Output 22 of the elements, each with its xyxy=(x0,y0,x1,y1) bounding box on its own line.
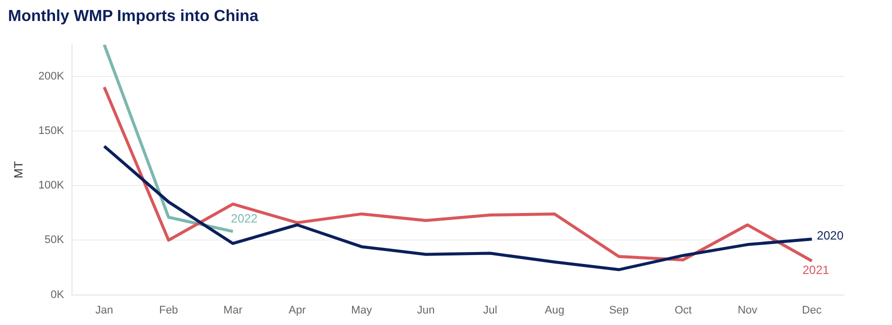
x-tick-label: Feb xyxy=(159,304,178,316)
series-label: 2022 xyxy=(230,212,258,226)
y-tick-label: 200K xyxy=(38,70,65,82)
series-label: 2020 xyxy=(816,228,844,242)
x-tick-label: Jan xyxy=(95,304,114,316)
x-tick-label: Apr xyxy=(288,304,306,316)
x-tick-label: Nov xyxy=(738,304,758,316)
y-tick-label: 100K xyxy=(38,180,65,192)
y-tick-label: 50K xyxy=(44,234,65,246)
y-tick-label: 150K xyxy=(38,124,65,137)
x-tick-label: Oct xyxy=(674,304,692,316)
series-label: 2021 xyxy=(802,263,830,278)
chart-title: Monthly WMP Imports into China xyxy=(8,8,260,26)
x-tick-label: Aug xyxy=(544,304,564,316)
x-tick-label: Mar xyxy=(223,304,243,316)
y-axis-title: MT xyxy=(12,160,26,178)
x-tick-label: May xyxy=(351,304,372,316)
x-tick-label: Sep xyxy=(609,304,629,316)
y-tick-label: 0K xyxy=(50,288,65,301)
x-tick-label: Jun xyxy=(417,304,435,316)
x-tick-label: Jul xyxy=(483,304,498,316)
x-tick-label: Dec xyxy=(802,304,822,316)
